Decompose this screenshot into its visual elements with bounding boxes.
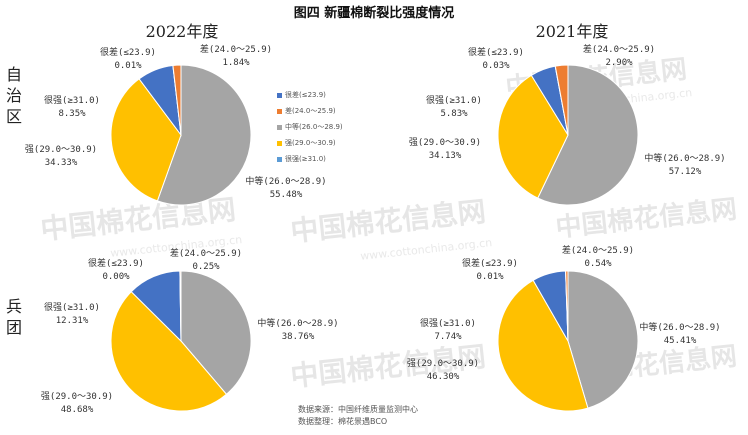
label-strong: 强(29.0～30.9) 46.30% (406, 359, 480, 382)
legend-item: 很差(≤23.9) (277, 87, 343, 103)
pie-slice-poor (554, 64, 569, 136)
legend-label: 中等(26.0～28.9) (285, 123, 343, 131)
pie-slice-strong (110, 78, 182, 202)
source-line: 数据整理：棉花景遇BCO (298, 417, 388, 426)
pie-slice-medium (567, 270, 639, 409)
legend-swatch (277, 124, 282, 130)
legend-item: 强(29.0～30.9) (277, 135, 343, 151)
label-medium: 中等(26.0～28.9) 55.48% (245, 177, 327, 200)
figure-title: 图四 新疆棉断裂比强度情况 (293, 6, 455, 21)
year-title-2021: 2021年度 (535, 22, 609, 41)
pie-slice-poor (172, 64, 182, 136)
legend-item: 差(24.0～25.9) (277, 103, 343, 119)
label-strong: 强(29.0～30.9) 48.68% (40, 392, 114, 415)
pie-slice-medium (180, 270, 252, 395)
source-note: 数据来源：中国纤维质量监测中心 数据整理：棉花景遇BCO (298, 404, 418, 428)
label-poor: 差(24.0～25.9) 0.54% (561, 246, 635, 269)
label-poor: 差(24.0～25.9) 0.25% (169, 249, 243, 272)
pie-slice-strong (497, 279, 589, 412)
pie-slice-strong (110, 290, 228, 412)
legend-label: 很差(≤23.9) (285, 91, 326, 99)
legend-label: 很强(≥31.0) (285, 155, 326, 163)
label-poor: 差(24.0～25.9) 2.90% (582, 45, 656, 68)
label-strong: 强(29.0～30.9) 34.13% (408, 138, 482, 161)
label-very-strong: 很强(≥31.0) 12.31% (44, 303, 100, 326)
legend-swatch (277, 156, 282, 162)
pie-slice-strong (497, 74, 569, 199)
legend-swatch (277, 92, 282, 98)
label-very-poor: 很差(≤23.9) 0.01% (462, 259, 518, 282)
source-line: 数据来源：中国纤维质量监测中心 (298, 405, 418, 414)
pie-slice-medium (537, 64, 639, 206)
legend-item: 中等(26.0～28.9) (277, 119, 343, 135)
label-very-strong: 很强(≥31.0) 5.83% (426, 96, 482, 119)
label-very-poor: 很差(≤23.9) 0.00% (88, 259, 144, 282)
label-medium: 中等(26.0～28.9) 45.41% (639, 323, 721, 346)
label-very-strong: 很强(≥31.0) 8.35% (44, 96, 100, 119)
label-very-strong: 很强(≥31.0) 7.74% (420, 319, 476, 342)
pie-slice-medium (156, 64, 252, 206)
row-label-region: 自治区 (5, 65, 22, 126)
legend-swatch (277, 108, 282, 114)
label-very-poor: 很差(≤23.9) 0.01% (100, 48, 156, 71)
row-label-corps: 兵团 (5, 297, 22, 337)
label-very-poor: 很差(≤23.9) 0.03% (468, 48, 524, 71)
year-title-2022: 2022年度 (145, 22, 219, 41)
label-poor: 差(24.0～25.9) 1.84% (199, 45, 273, 68)
legend-label: 强(29.0～30.9) (285, 139, 336, 147)
pie-slice-poor (565, 270, 569, 342)
label-strong: 强(29.0～30.9) 34.33% (24, 145, 98, 168)
legend-swatch (277, 140, 282, 146)
legend: 很差(≤23.9) 差(24.0～25.9) 中等(26.0～28.9) 强(29.0… (277, 87, 343, 167)
label-medium: 中等(26.0～28.9) 57.12% (644, 154, 726, 177)
pie-slice-poor (179, 270, 182, 342)
legend-label: 差(24.0～25.9) (285, 107, 336, 115)
legend-item: 很强(≥31.0) (277, 151, 343, 167)
label-medium: 中等(26.0～28.9) 38.76% (257, 319, 339, 342)
